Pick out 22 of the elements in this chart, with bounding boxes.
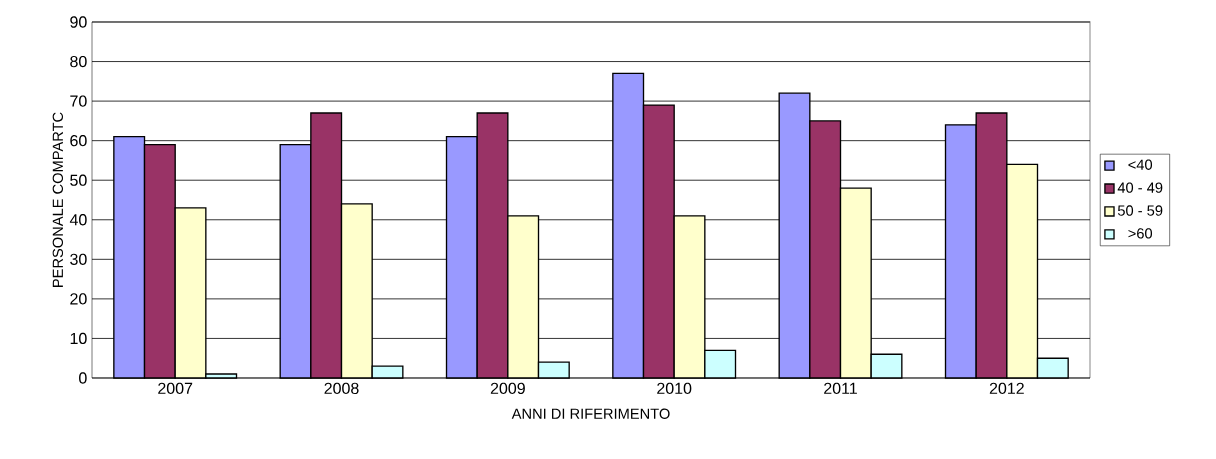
y-tick-label: 90 [70, 16, 87, 28]
x-tick-label: 2009 [490, 382, 525, 395]
y-tick-label: 10 [70, 332, 87, 345]
x-tick-label: 2010 [657, 382, 692, 395]
y-tick-label: 30 [70, 253, 87, 265]
legend-label: >60 [1128, 228, 1153, 239]
legend-label: 40 - 49 [1117, 182, 1163, 193]
legend-label: 50 - 59 [1117, 205, 1163, 216]
y-tick-label: 0 [79, 372, 87, 384]
y-axis-title: PERSONALE COMPARTC [52, 112, 64, 287]
y-tick-label: 60 [70, 135, 87, 147]
y-tick-label: 40 [69, 214, 87, 226]
x-tick-label: 2007 [158, 382, 193, 395]
x-axis-title: ANNI DI RIFERIMENTO [511, 408, 670, 419]
y-tick-label: 50 [70, 174, 87, 186]
y-tick-label: 20 [70, 293, 87, 305]
x-tick-label: 2011 [824, 382, 857, 395]
x-tick-label: 2008 [324, 382, 359, 395]
legend-label: <40 [1128, 159, 1153, 170]
x-tick-label: 2012 [989, 382, 1024, 395]
y-tick-label: 80 [70, 55, 87, 68]
y-tick-label: 70 [70, 95, 87, 107]
